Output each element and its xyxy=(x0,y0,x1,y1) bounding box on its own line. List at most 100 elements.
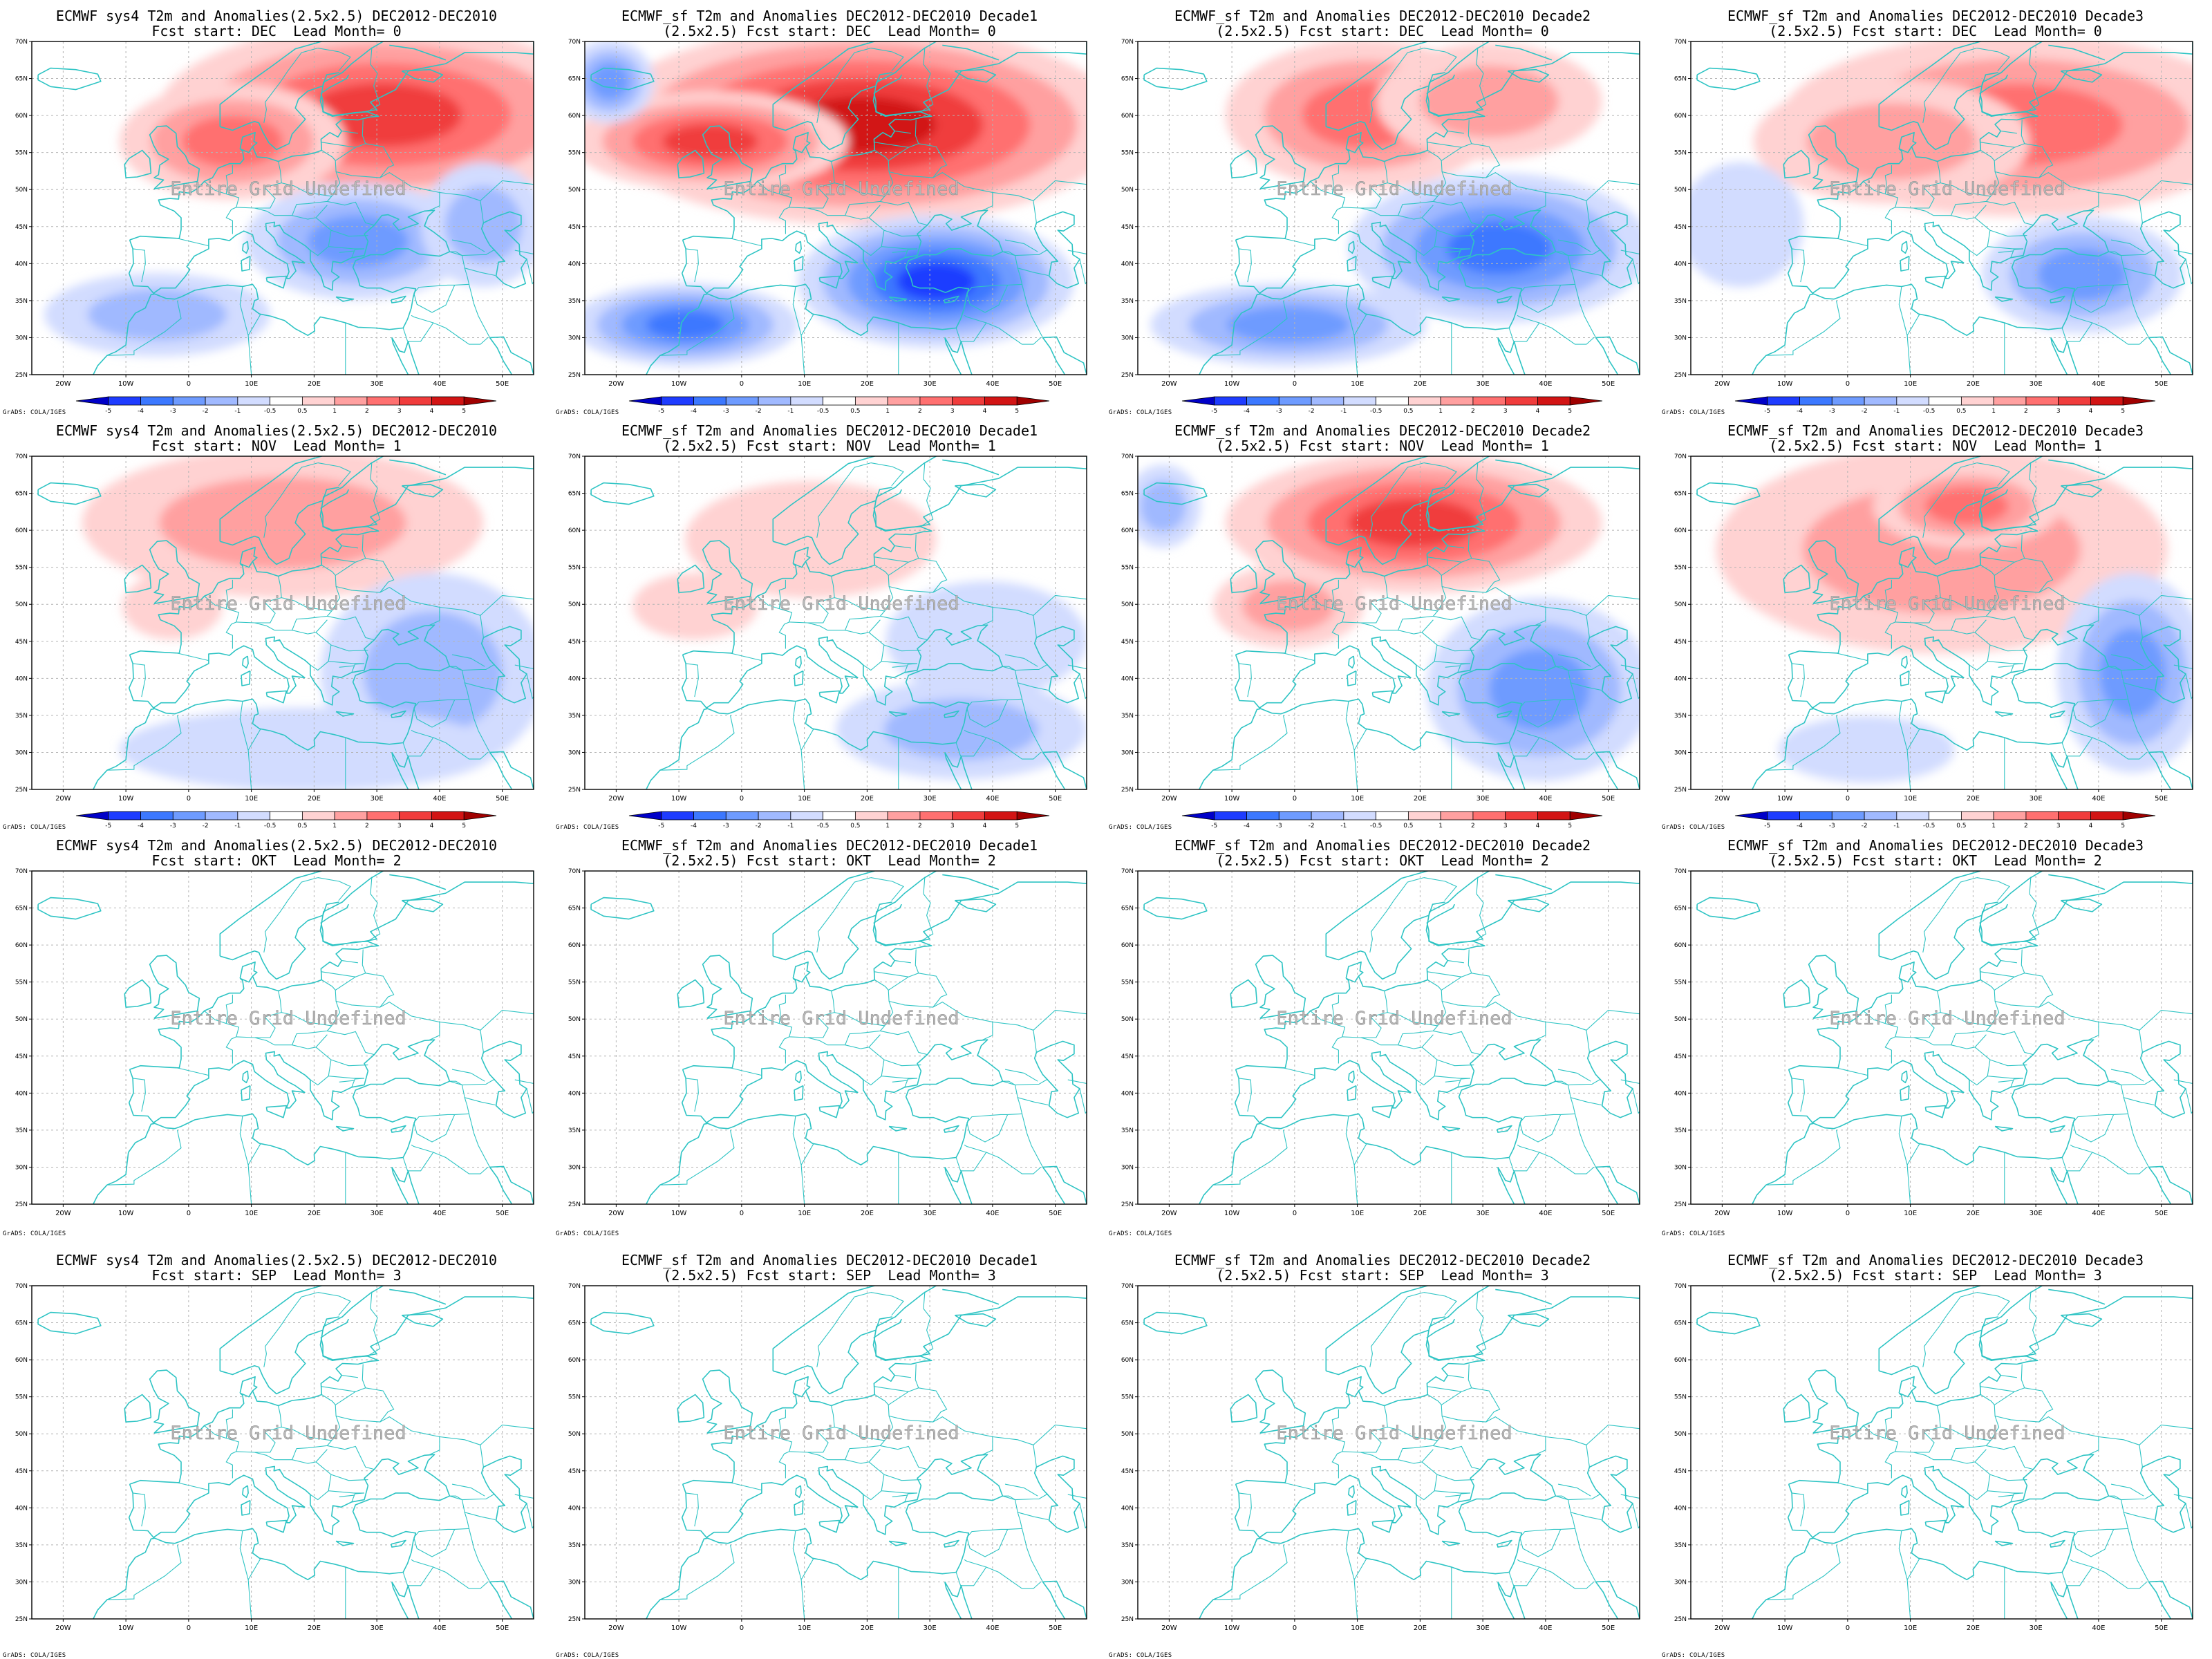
map-panel: ECMWF_sf T2m and Anomalies DEC2012-DEC20… xyxy=(553,0,1106,416)
lon-tick-label: 0 xyxy=(187,1624,191,1632)
lat-tick-label: 30N xyxy=(1121,335,1134,341)
panel-title: ECMWF_sf T2m and Anomalies DEC2012-DEC20… xyxy=(621,837,1038,854)
lon-tick-label: 20W xyxy=(1714,795,1730,803)
colorbar-label: 1 xyxy=(332,408,337,415)
lon-tick-label: 40E xyxy=(433,1210,446,1217)
lon-tick-label: 50E xyxy=(496,1210,509,1217)
undefined-grid-label: Entire Grid Undefined xyxy=(723,1423,959,1444)
lon-tick-label: 50E xyxy=(1602,1624,1615,1632)
lat-tick-label: 25N xyxy=(1121,1201,1134,1208)
lon-tick-label: 30E xyxy=(2030,1624,2043,1632)
colorbar-label: 2 xyxy=(1471,408,1475,415)
coastlines xyxy=(1696,871,2193,1204)
lat-tick-label: 25N xyxy=(1674,787,1687,794)
lat-tick-label: 50N xyxy=(1674,1016,1687,1023)
lat-tick-label: 65N xyxy=(1674,76,1687,83)
colorbar-label: 0.5 xyxy=(1403,823,1413,830)
colorbar-label: -3 xyxy=(723,823,729,830)
colorbar-label: -5 xyxy=(1764,823,1770,830)
lat-tick-label: 25N xyxy=(15,372,28,379)
lon-tick-label: 10E xyxy=(245,1210,258,1217)
lat-tick-label: 45N xyxy=(568,1468,581,1475)
lat-tick-label: 30N xyxy=(1121,1164,1134,1171)
colorbar-label: -0.5 xyxy=(1923,823,1936,830)
colorbar-label: -4 xyxy=(138,823,144,830)
colorbar-label: 3 xyxy=(1503,823,1508,830)
lat-tick-label: 45N xyxy=(1121,1053,1134,1060)
lat-tick-label: 25N xyxy=(1121,372,1134,379)
grads-credit: GrADS: COLA/IGES xyxy=(3,824,66,831)
grads-credit: GrADS: COLA/IGES xyxy=(556,1230,619,1237)
lat-tick-label: 30N xyxy=(568,335,581,341)
lat-tick-label: 40N xyxy=(568,261,581,268)
colorbar-label: 1 xyxy=(332,823,337,830)
lat-tick-label: 70N xyxy=(1674,39,1687,46)
lat-tick-label: 60N xyxy=(15,1357,28,1364)
grads-credit: GrADS: COLA/IGES xyxy=(1109,1230,1172,1237)
colorbar-label: 1 xyxy=(1438,408,1443,415)
lat-tick-label: 60N xyxy=(1674,527,1687,534)
lat-tick-label: 40N xyxy=(568,675,581,682)
grads-credit: GrADS: COLA/IGES xyxy=(3,409,66,416)
lon-tick-label: 20W xyxy=(1714,1624,1730,1632)
lat-tick-label: 45N xyxy=(1674,1468,1687,1475)
colorbar-label: -3 xyxy=(170,408,176,415)
colorbar-label: 0.5 xyxy=(1403,408,1413,415)
lon-tick-label: 50E xyxy=(1602,1210,1615,1217)
colorbar-label: -4 xyxy=(1797,408,1803,415)
lon-tick-label: 30E xyxy=(1477,1210,1490,1217)
lat-tick-label: 60N xyxy=(1674,1357,1687,1364)
colorbar-label: -4 xyxy=(1797,823,1803,830)
panel-title: ECMWF_sf T2m and Anomalies DEC2012-DEC20… xyxy=(621,422,1038,439)
map-panel: ECMWF sys4 T2m and Anomalies(2.5x2.5) DE… xyxy=(0,830,553,1244)
lon-tick-label: 10W xyxy=(1224,1624,1240,1632)
anomaly-map: Entire Grid Undefined 25N 30N 35N 40N 45N 50N 5… xyxy=(568,453,1087,830)
panel-title: ECMWF sys4 T2m and Anomalies(2.5x2.5) DE… xyxy=(55,1252,498,1268)
coastlines xyxy=(590,41,1087,375)
colorbar-label: 4 xyxy=(1536,408,1540,415)
lon-tick-label: 20W xyxy=(55,1624,71,1632)
lon-tick-label: 10E xyxy=(245,380,258,388)
lon-tick-label: 0 xyxy=(1846,795,1850,803)
lon-tick-label: 10E xyxy=(1904,380,1917,388)
lon-tick-label: 10W xyxy=(118,380,134,388)
lat-tick-label: 45N xyxy=(568,1053,581,1060)
lat-tick-label: 65N xyxy=(15,491,28,498)
anomaly-map: Entire Grid Undefined 25N 30N 35N 40N 45N 50N 5… xyxy=(1674,453,2193,830)
lon-tick-label: 10W xyxy=(1777,795,1793,803)
undefined-grid-label: Entire Grid Undefined xyxy=(1829,1423,2065,1444)
country-borders xyxy=(659,462,1087,789)
anomaly-map: Entire Grid Undefined 25N 30N 35N 40N 45N 50N 5… xyxy=(568,1283,1087,1632)
lon-tick-label: 40E xyxy=(2092,795,2105,803)
panel-subtitle: (2.5x2.5) Fcst start: SEP Lead Month= 3 xyxy=(1769,1267,2102,1284)
country-borders xyxy=(1212,47,1640,375)
grads-credit: GrADS: COLA/IGES xyxy=(556,1652,619,1659)
colorbar-label: -4 xyxy=(138,408,144,415)
lon-tick-label: 10E xyxy=(1904,795,1917,803)
lon-tick-label: 20E xyxy=(861,1210,874,1217)
colorbar-label: 2 xyxy=(918,823,922,830)
lat-tick-label: 55N xyxy=(1121,1394,1134,1401)
lat-tick-label: 60N xyxy=(15,942,28,949)
lat-tick-label: 60N xyxy=(568,1357,581,1364)
lat-tick-label: 70N xyxy=(1121,868,1134,875)
lon-tick-label: 0 xyxy=(740,1624,744,1632)
lon-tick-label: 50E xyxy=(2155,380,2168,388)
colorbar-label: -5 xyxy=(1211,408,1217,415)
panel-subtitle: (2.5x2.5) Fcst start: NOV Lead Month= 1 xyxy=(1769,438,2102,454)
lon-tick-label: 10E xyxy=(1351,380,1364,388)
lon-tick-label: 20E xyxy=(1967,795,1980,803)
lon-tick-label: 20E xyxy=(1967,380,1980,388)
lon-tick-label: 10E xyxy=(1351,795,1364,803)
grads-credit: GrADS: COLA/IGES xyxy=(3,1230,66,1237)
colorbar-label: 4 xyxy=(983,823,987,830)
lon-tick-label: 0 xyxy=(1846,1210,1850,1217)
country-borders xyxy=(106,1291,534,1619)
map-panel: ECMWF_sf T2m and Anomalies DEC2012-DEC20… xyxy=(1106,415,1659,831)
coastlines xyxy=(37,1286,534,1619)
country-borders xyxy=(1765,1291,2193,1619)
lat-tick-label: 40N xyxy=(1674,1090,1687,1097)
lon-tick-label: 20W xyxy=(1161,380,1177,388)
lat-tick-label: 65N xyxy=(568,1320,581,1327)
lat-tick-label: 25N xyxy=(1121,1616,1134,1623)
